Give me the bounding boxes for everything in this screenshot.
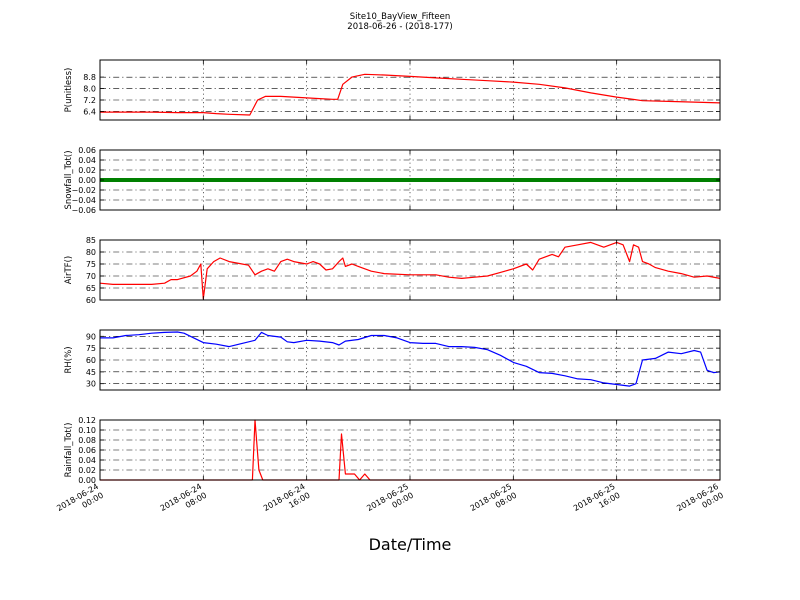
y-tick-label: 85 [86,236,96,245]
series-line-relative-humidity [100,331,721,387]
subplot-relative-humidity: 30 45 60 75 90 RH(%) [64,329,721,391]
y-tick-label: 7.2 [83,96,96,105]
y-axis-label: Snowfall_Tot() [64,150,74,209]
y-tick-label: 8.0 [83,85,96,94]
y-tick-label: −0.06 [71,206,96,215]
subplot-rainfall: 0.000.020.040.060.080.100.12 Rainfall_Tot… [64,416,721,485]
subplots: 6.47.28.08.8P(unitless)−0.06−0.04−0.020.… [55,59,725,513]
y-tick-label: 0.00 [78,176,96,185]
y-axis-label: AirTF() [64,256,74,284]
y-axis-label: P(unitless) [64,68,74,113]
subplot-air-temperature: 60 65 70 75 80 85 AirTF() [64,236,721,305]
x-axis-label: Date/Time [369,535,452,554]
series-line-pressure [100,73,721,116]
y-tick-label: 75 [86,260,96,269]
y-tick-label: 8.8 [83,73,96,82]
y-tick-label: 60 [86,356,96,365]
y-tick-label: −0.02 [71,186,96,195]
y-tick-label: 45 [86,368,96,377]
y-tick-label: 65 [86,284,96,293]
subplot-pressure: 6.4 7.2 8.0 8.8 P(unitless) [64,59,721,121]
y-tick-label: −0.04 [71,196,96,205]
y-tick-label: 60 [86,296,96,305]
y-axis-label: Rainfall_Tot() [64,423,74,478]
y-tick-label: 0.02 [78,466,96,475]
figure-title: Site10_BayView_Fifteen [350,12,451,22]
y-tick-label: 6.4 [83,107,96,116]
y-tick-label: 0.06 [78,146,96,155]
y-tick-label: 90 [86,332,96,341]
y-tick-label: 0.06 [78,446,96,455]
subplot-snowfall: −0.06−0.04−0.020.000.020.040.06 Snowfall_… [64,146,721,215]
figure-subtitle: 2018-06-26 - (2018-177) [347,22,452,32]
y-tick-label: 0.10 [78,426,96,435]
y-tick-label: 70 [86,272,96,281]
y-tick-label: 0.12 [78,416,96,425]
y-tick-label: 30 [86,380,96,389]
y-tick-label: 0.04 [78,456,96,465]
y-tick-label: 80 [86,248,96,257]
y-tick-label: 0.02 [78,166,96,175]
y-tick-label: 0.04 [78,156,96,165]
y-tick-label: 0.00 [78,476,96,485]
y-axis-label: RH(%) [64,346,74,373]
y-tick-label: 75 [86,344,96,353]
y-tick-label: 0.08 [78,436,96,445]
